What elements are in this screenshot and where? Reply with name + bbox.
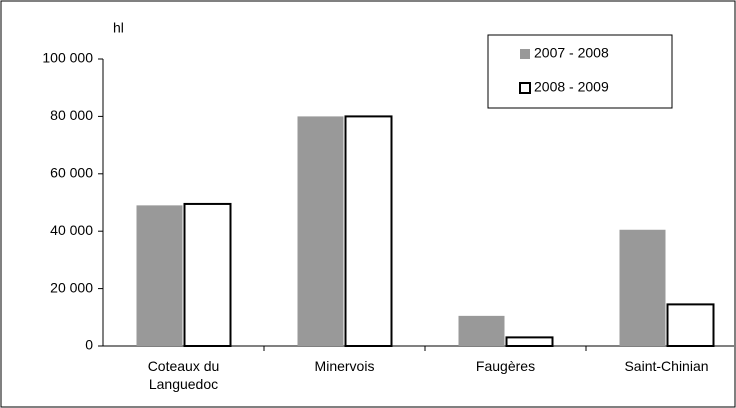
y-axis-label: hl — [113, 20, 124, 36]
y-tick-label: 80 000 — [50, 107, 93, 123]
y-tick-label: 20 000 — [50, 279, 93, 295]
bar — [458, 315, 505, 346]
x-tick-label: Coteaux du Languedoc — [147, 358, 220, 392]
legend-swatch — [520, 49, 530, 59]
legend-swatch — [519, 82, 531, 94]
x-tick-label: Minervois — [314, 358, 375, 374]
x-tick-label: Faugères — [475, 358, 536, 374]
bar — [344, 115, 393, 348]
y-tick-label: 100 000 — [42, 50, 93, 66]
bar — [183, 202, 232, 347]
y-tick-label: 0 — [85, 337, 93, 353]
legend-box — [487, 34, 673, 109]
bar — [297, 116, 344, 347]
bar — [619, 229, 666, 346]
y-tick-label: 40 000 — [50, 222, 93, 238]
legend-label: 2007 - 2008 — [534, 45, 609, 61]
y-tick-label: 60 000 — [50, 165, 93, 181]
bar — [136, 205, 183, 346]
legend-label: 2008 - 2009 — [534, 79, 609, 95]
bar — [505, 336, 554, 348]
x-tick-label: Saint-Chinian — [624, 358, 709, 374]
bar — [666, 303, 715, 348]
